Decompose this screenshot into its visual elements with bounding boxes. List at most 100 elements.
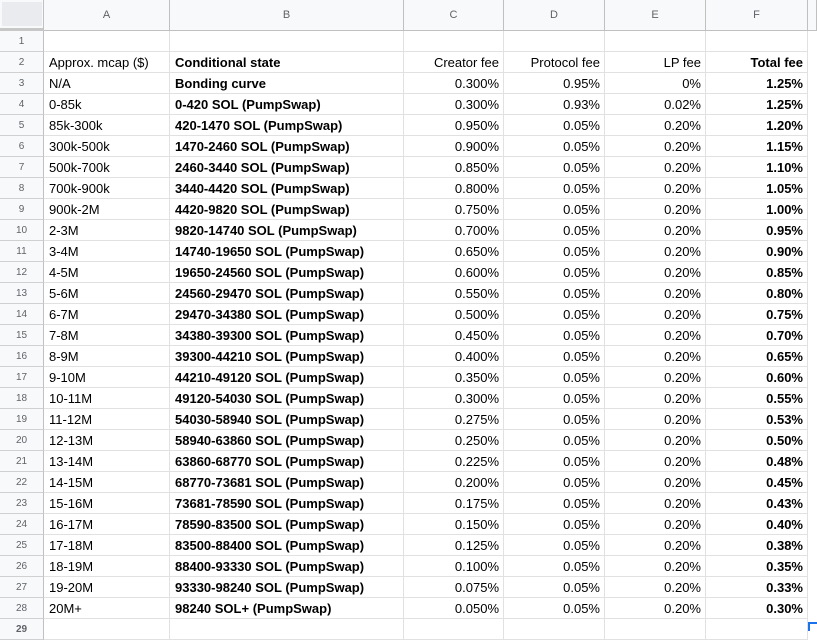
- table-cell-creator[interactable]: 0.800%: [404, 178, 504, 199]
- table-cell-protocol[interactable]: 0.05%: [504, 451, 605, 472]
- cell-f29[interactable]: [706, 619, 808, 640]
- table-cell-protocol[interactable]: 0.05%: [504, 115, 605, 136]
- table-cell-protocol[interactable]: 0.05%: [504, 430, 605, 451]
- table-cell-protocol[interactable]: 0.05%: [504, 241, 605, 262]
- table-cell-lp[interactable]: 0.02%: [605, 94, 706, 115]
- table-cell-mcap[interactable]: 85k-300k: [44, 115, 170, 136]
- table-cell-protocol[interactable]: 0.05%: [504, 556, 605, 577]
- table-cell-state[interactable]: 73681-78590 SOL (PumpSwap): [170, 493, 404, 514]
- table-cell-creator[interactable]: 0.250%: [404, 430, 504, 451]
- table-cell-state[interactable]: 24560-29470 SOL (PumpSwap): [170, 283, 404, 304]
- table-cell-total[interactable]: 0.38%: [706, 535, 808, 556]
- table-cell-lp[interactable]: 0.20%: [605, 598, 706, 619]
- cell-c1[interactable]: [404, 31, 504, 52]
- table-cell-state[interactable]: 4420-9820 SOL (PumpSwap): [170, 199, 404, 220]
- table-cell-protocol[interactable]: 0.05%: [504, 577, 605, 598]
- table-cell-mcap[interactable]: 20M+: [44, 598, 170, 619]
- row-header-26[interactable]: 26: [0, 556, 44, 577]
- table-cell-state[interactable]: 58940-63860 SOL (PumpSwap): [170, 430, 404, 451]
- table-cell-lp[interactable]: 0.20%: [605, 577, 706, 598]
- cell-b29[interactable]: [170, 619, 404, 640]
- table-cell-mcap[interactable]: 19-20M: [44, 577, 170, 598]
- row-header-16[interactable]: 16: [0, 346, 44, 367]
- table-cell-protocol[interactable]: 0.05%: [504, 535, 605, 556]
- table-cell-protocol[interactable]: 0.05%: [504, 136, 605, 157]
- table-cell-protocol[interactable]: 0.05%: [504, 199, 605, 220]
- table-cell-creator[interactable]: 0.275%: [404, 409, 504, 430]
- table-cell-total[interactable]: 0.40%: [706, 514, 808, 535]
- row-header-6[interactable]: 6: [0, 136, 44, 157]
- table-cell-mcap[interactable]: 6-7M: [44, 304, 170, 325]
- table-cell-mcap[interactable]: 7-8M: [44, 325, 170, 346]
- table-cell-lp[interactable]: 0.20%: [605, 535, 706, 556]
- table-cell-lp[interactable]: 0%: [605, 73, 706, 94]
- row-header-27[interactable]: 27: [0, 577, 44, 598]
- table-cell-total[interactable]: 1.25%: [706, 94, 808, 115]
- table-cell-total[interactable]: 1.20%: [706, 115, 808, 136]
- row-header-15[interactable]: 15: [0, 325, 44, 346]
- table-cell-state[interactable]: 1470-2460 SOL (PumpSwap): [170, 136, 404, 157]
- table-cell-total[interactable]: 0.43%: [706, 493, 808, 514]
- table-cell-mcap[interactable]: 13-14M: [44, 451, 170, 472]
- header-cell-state[interactable]: Conditional state: [170, 52, 404, 73]
- row-header-18[interactable]: 18: [0, 388, 44, 409]
- table-cell-lp[interactable]: 0.20%: [605, 430, 706, 451]
- table-cell-protocol[interactable]: 0.05%: [504, 262, 605, 283]
- table-cell-mcap[interactable]: 15-16M: [44, 493, 170, 514]
- table-cell-lp[interactable]: 0.20%: [605, 241, 706, 262]
- table-cell-lp[interactable]: 0.20%: [605, 136, 706, 157]
- column-header-f[interactable]: F: [706, 0, 808, 31]
- table-cell-creator[interactable]: 0.050%: [404, 598, 504, 619]
- table-cell-creator[interactable]: 0.300%: [404, 73, 504, 94]
- table-cell-total[interactable]: 0.70%: [706, 325, 808, 346]
- table-cell-creator[interactable]: 0.075%: [404, 577, 504, 598]
- table-cell-mcap[interactable]: 12-13M: [44, 430, 170, 451]
- table-cell-mcap[interactable]: 500k-700k: [44, 157, 170, 178]
- table-cell-state[interactable]: 54030-58940 SOL (PumpSwap): [170, 409, 404, 430]
- table-cell-mcap[interactable]: 3-4M: [44, 241, 170, 262]
- table-cell-state[interactable]: 9820-14740 SOL (PumpSwap): [170, 220, 404, 241]
- table-cell-protocol[interactable]: 0.05%: [504, 283, 605, 304]
- table-cell-creator[interactable]: 0.900%: [404, 136, 504, 157]
- row-header-10[interactable]: 10: [0, 220, 44, 241]
- table-cell-creator[interactable]: 0.550%: [404, 283, 504, 304]
- row-header-22[interactable]: 22: [0, 472, 44, 493]
- table-cell-state[interactable]: 83500-88400 SOL (PumpSwap): [170, 535, 404, 556]
- table-cell-lp[interactable]: 0.20%: [605, 388, 706, 409]
- table-cell-creator[interactable]: 0.450%: [404, 325, 504, 346]
- table-cell-protocol[interactable]: 0.05%: [504, 493, 605, 514]
- table-cell-total[interactable]: 0.50%: [706, 430, 808, 451]
- table-cell-state[interactable]: 44210-49120 SOL (PumpSwap): [170, 367, 404, 388]
- table-cell-total[interactable]: 1.15%: [706, 136, 808, 157]
- column-header-e[interactable]: E: [605, 0, 706, 31]
- table-cell-total[interactable]: 0.53%: [706, 409, 808, 430]
- column-header-b[interactable]: B: [170, 0, 404, 31]
- table-cell-total[interactable]: 0.80%: [706, 283, 808, 304]
- column-header-d[interactable]: D: [504, 0, 605, 31]
- select-all-corner[interactable]: [0, 0, 44, 31]
- table-cell-lp[interactable]: 0.20%: [605, 451, 706, 472]
- row-header-2[interactable]: 2: [0, 52, 44, 73]
- table-cell-state[interactable]: 420-1470 SOL (PumpSwap): [170, 115, 404, 136]
- header-cell-protocol[interactable]: Protocol fee: [504, 52, 605, 73]
- row-header-23[interactable]: 23: [0, 493, 44, 514]
- table-cell-lp[interactable]: 0.20%: [605, 220, 706, 241]
- table-cell-lp[interactable]: 0.20%: [605, 493, 706, 514]
- table-cell-total[interactable]: 0.35%: [706, 556, 808, 577]
- table-cell-mcap[interactable]: 18-19M: [44, 556, 170, 577]
- cell-a29[interactable]: [44, 619, 170, 640]
- row-header-5[interactable]: 5: [0, 115, 44, 136]
- table-cell-total[interactable]: 0.60%: [706, 367, 808, 388]
- table-cell-lp[interactable]: 0.20%: [605, 115, 706, 136]
- table-cell-total[interactable]: 0.55%: [706, 388, 808, 409]
- table-cell-mcap[interactable]: 11-12M: [44, 409, 170, 430]
- row-header-11[interactable]: 11: [0, 241, 44, 262]
- table-cell-mcap[interactable]: 10-11M: [44, 388, 170, 409]
- cell-a1[interactable]: [44, 31, 170, 52]
- table-cell-creator[interactable]: 0.700%: [404, 220, 504, 241]
- table-cell-lp[interactable]: 0.20%: [605, 157, 706, 178]
- table-cell-state[interactable]: 78590-83500 SOL (PumpSwap): [170, 514, 404, 535]
- table-cell-state[interactable]: Bonding curve: [170, 73, 404, 94]
- header-cell-creator[interactable]: Creator fee: [404, 52, 504, 73]
